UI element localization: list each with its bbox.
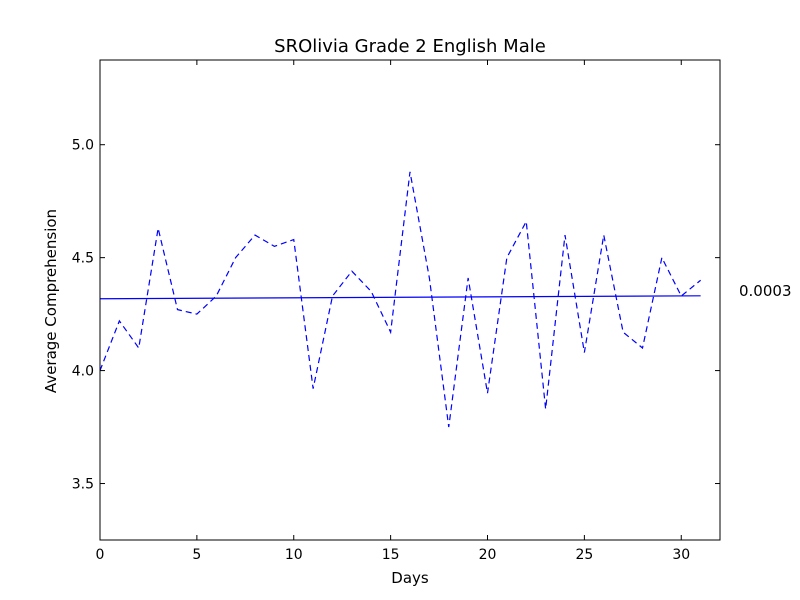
x-tick-label: 15 [382, 547, 400, 563]
x-tick-label: 30 [672, 547, 690, 563]
x-tick-label: 25 [575, 547, 593, 563]
plot-frame [99, 59, 721, 541]
trend-slope-annotation: 0.0003 [739, 282, 792, 300]
x-tick-label: 5 [192, 547, 201, 563]
y-tick-label: 4.5 [72, 251, 94, 267]
y-axis: 3.5 4.0 4.5 5.0 [72, 138, 720, 493]
x-tick-label: 20 [479, 547, 497, 563]
y-tick-label: 4.0 [72, 364, 94, 380]
x-tick-label: 0 [96, 547, 105, 563]
y-axis-label: Average Comprehension [42, 209, 60, 393]
trend-line [99, 295, 701, 300]
x-axis: 0 5 10 15 20 25 30 [96, 60, 690, 563]
y-tick-label: 3.5 [72, 477, 94, 493]
chart-title: SROlivia Grade 2 English Male [274, 36, 546, 57]
x-tick-label: 10 [285, 547, 303, 563]
comprehension-series-line [99, 171, 702, 428]
y-tick-label: 5.0 [72, 138, 94, 154]
plot-area [99, 171, 702, 428]
x-axis-label: Days [391, 569, 429, 587]
